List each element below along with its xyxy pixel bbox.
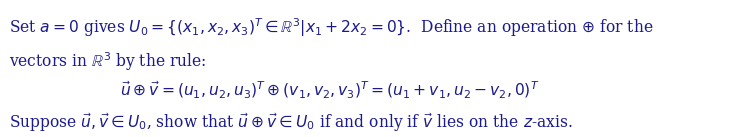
Text: Set $a = 0$ gives $U_0 = \{(x_1, x_2, x_3)^T \in \mathbb{R}^3 | x_1 + 2x_2 = 0\}: Set $a = 0$ gives $U_0 = \{(x_1, x_2, x_… [10,16,654,39]
Text: vectors in $\mathbb{R}^3$ by the rule:: vectors in $\mathbb{R}^3$ by the rule: [10,50,207,73]
Text: Suppose $\vec{u}, \vec{v} \in U_0$, show that $\vec{u} \oplus \vec{v} \in U_0$ i: Suppose $\vec{u}, \vec{v} \in U_0$, show… [10,112,573,134]
Text: $\vec{u} \oplus \vec{v} = (u_1, u_2, u_3)^T \oplus (v_1, v_2, v_3)^T = (u_1 + v_: $\vec{u} \oplus \vec{v} = (u_1, u_2, u_3… [120,80,539,101]
